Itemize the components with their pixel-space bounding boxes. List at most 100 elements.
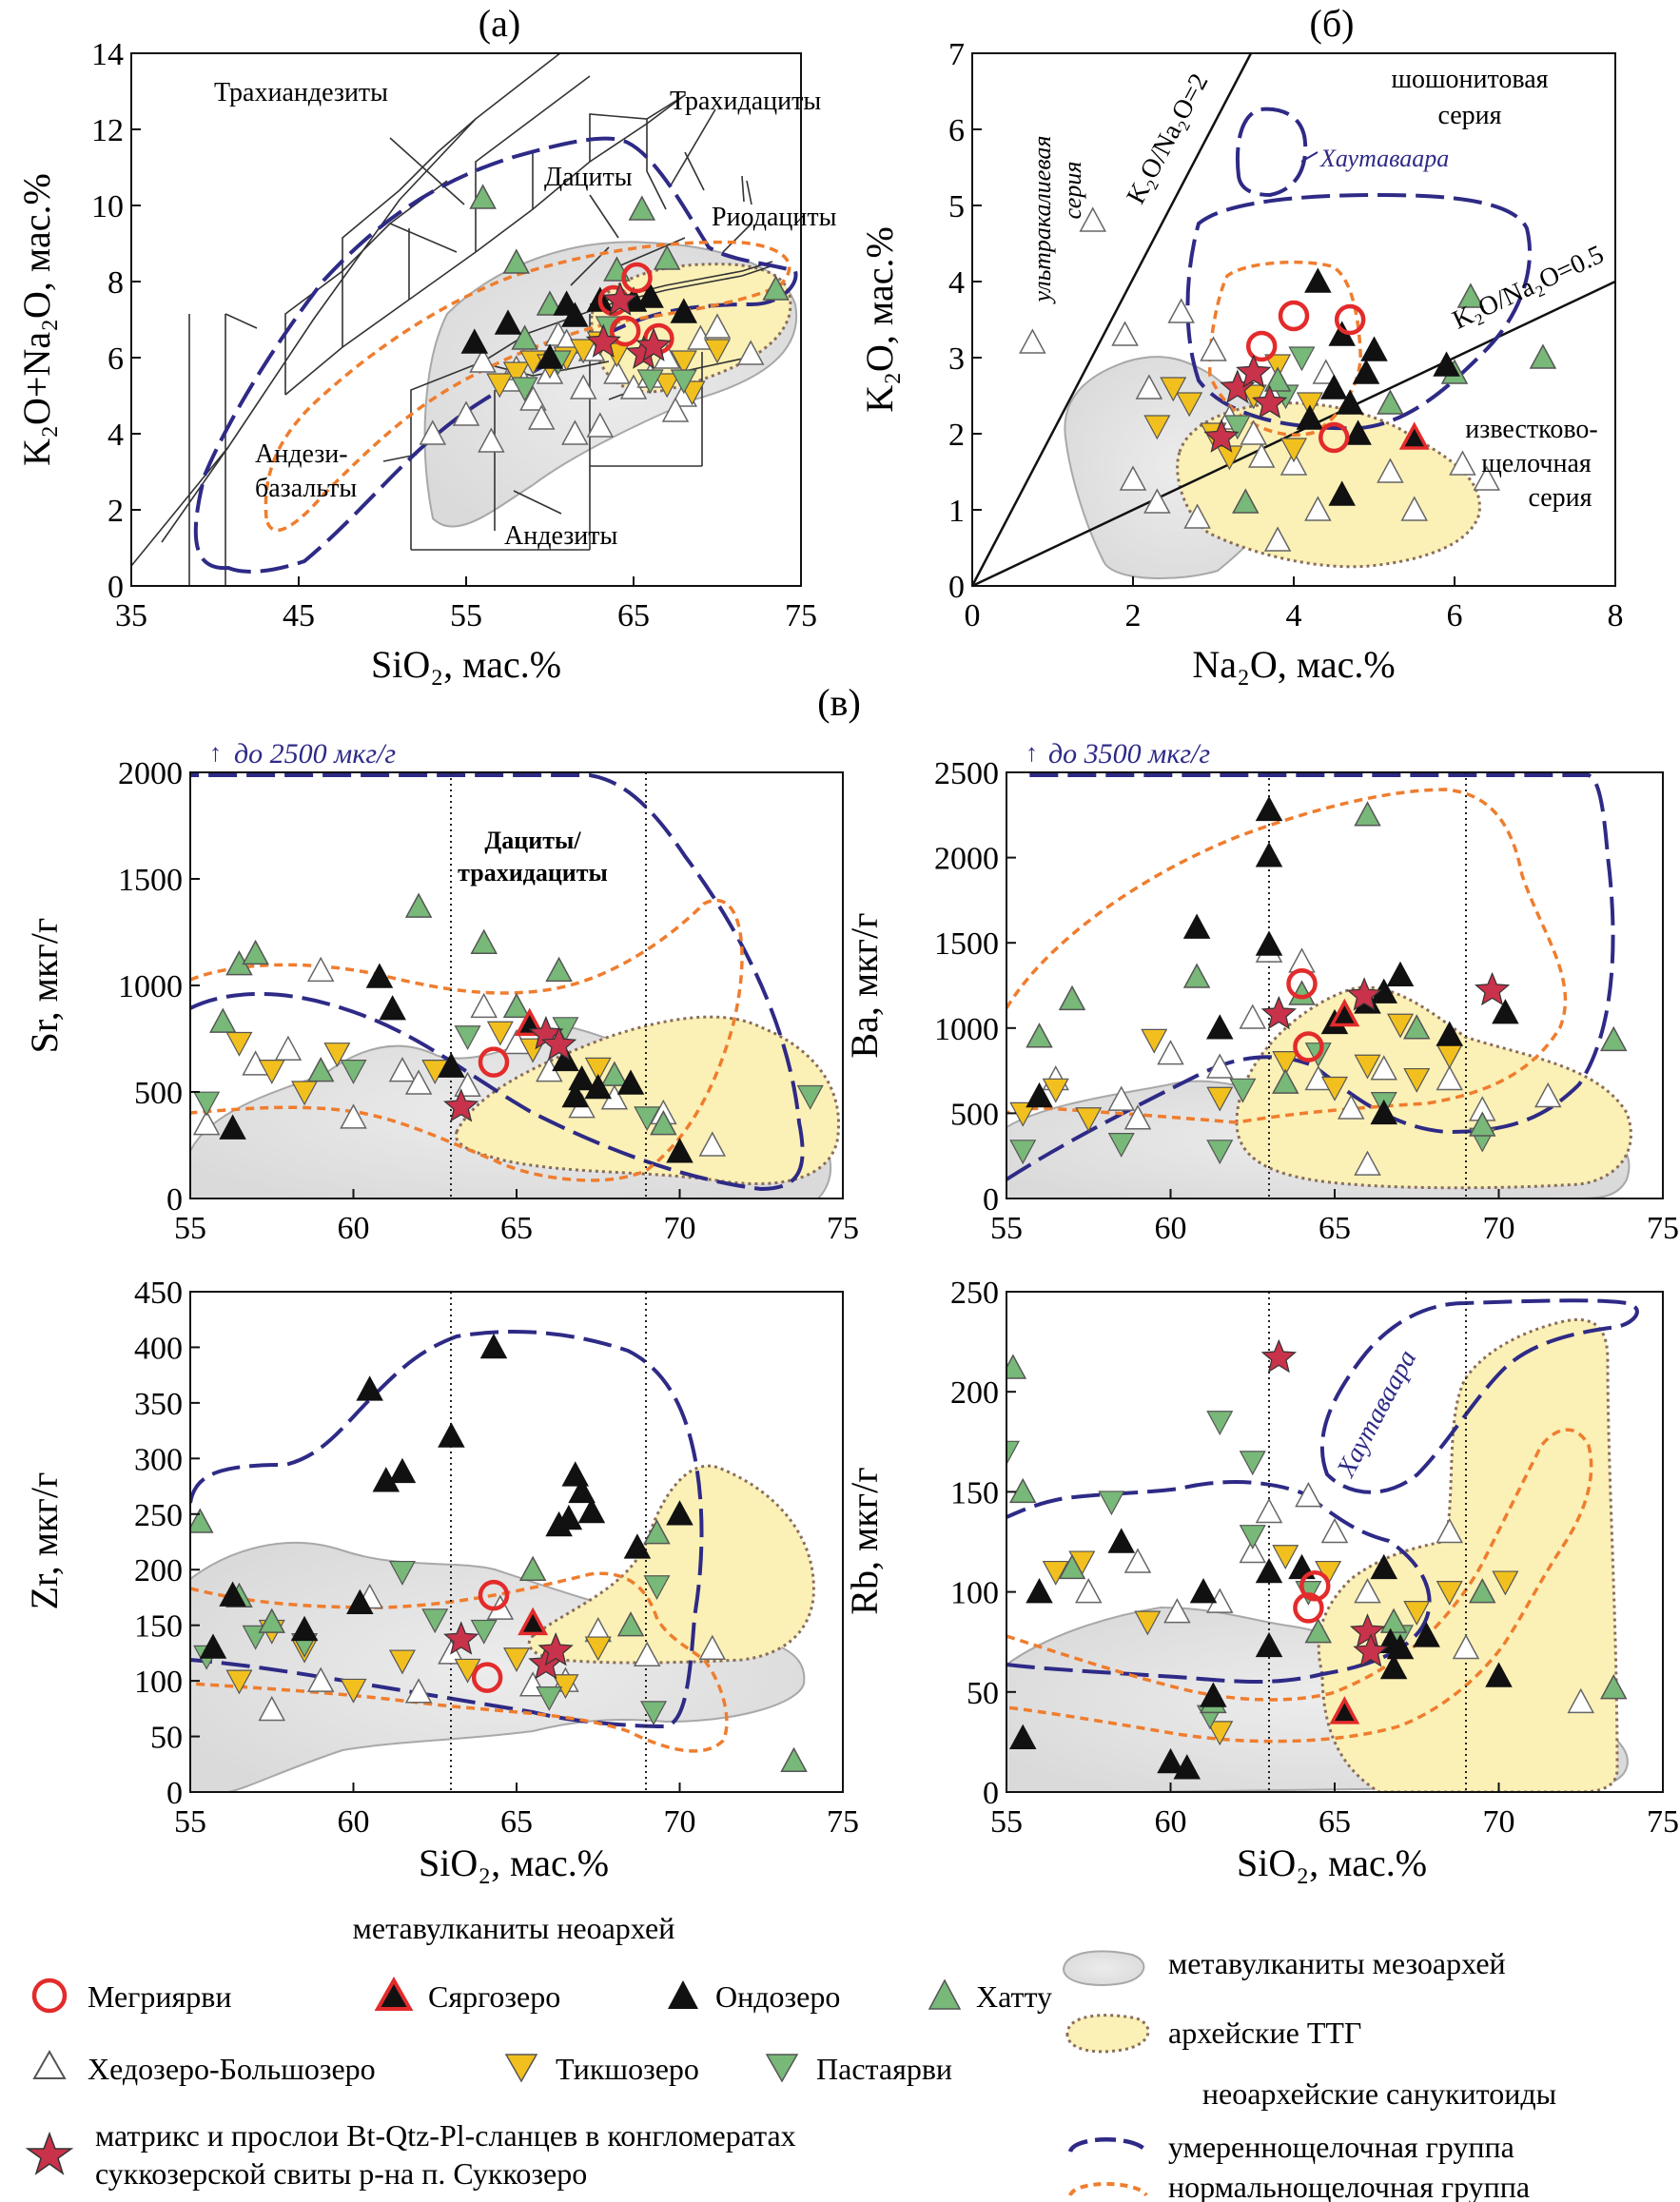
data-point-star [1349,1613,1386,1647]
y-tick-label: 8 [107,265,124,301]
data-point-hattu [1354,801,1381,827]
ratio-line-2 [972,53,1253,586]
data-point-tiksh [1296,392,1323,418]
data-point-ondo [636,283,664,308]
data-point-hedo [340,1103,367,1129]
data-point-ondo [1255,930,1283,956]
y-tick-label: 200 [950,1375,999,1411]
legend-label-pasta: Пастаярви [816,2052,952,2086]
x-tick-label: 70 [1483,1211,1515,1246]
legend-label-normal: нормальнощелочная группа [1168,2170,1530,2202]
data-point-tiksh [703,339,732,364]
data-point-hedo [404,1069,433,1095]
data-point-tiksh [486,1021,514,1046]
data-point-megri [1245,330,1278,362]
points-zr [190,1333,808,1773]
data-point-pasta [636,369,664,395]
data-point-hattu [1058,984,1086,1011]
legend-label-star-line2: суккозерской свиты р-на п. Суккозеро [95,2156,587,2191]
data-point-hedo [1255,1497,1283,1524]
data-point-hedo [1239,1537,1267,1564]
data-point-ondo [1319,374,1348,399]
x-tick-label: 65 [500,1211,533,1246]
data-point-megri [478,1046,510,1078]
data-point-tiksh [1403,1067,1431,1093]
data-point-ondo [577,1497,606,1524]
annotation-arrows-a [382,108,752,515]
anno-andesibasalts-2: базальты [255,474,357,503]
data-point-ondo [379,995,406,1021]
data-point-ondo [290,1615,319,1642]
x-tick-label: 65 [1319,1804,1351,1840]
data-point-star [1251,384,1288,419]
anno-trachydacites: Трахидациты [670,87,821,116]
ttg-field-rb [1317,1317,1619,1792]
data-point-ondo [1485,1662,1513,1687]
data-point-hedo [306,956,335,983]
y-tick-label: 250 [134,1498,183,1533]
xlabel-a: SiO₂, мас.% [371,643,561,686]
y-tick-label: 500 [134,1076,183,1111]
data-point-hattu [643,1519,671,1545]
hautavaara-field [1235,107,1308,198]
data-point-hattu [190,1508,214,1533]
y-tick-label: 2 [948,418,965,453]
data-point-hedo [478,427,505,453]
data-point-ondo [1336,389,1364,415]
data-point-megri [609,315,641,347]
data-point-hedo [1436,1064,1464,1091]
data-point-tiksh [1492,1570,1519,1596]
x-tick-label: 70 [664,1211,696,1246]
data-point-tiksh [1206,1721,1234,1746]
data-point-hattu [1529,343,1557,369]
data-point-pasta [1206,1140,1234,1165]
legend-marker-star [25,2131,74,2175]
data-point-ondo [1304,267,1332,293]
data-point-ondo [1107,1528,1136,1553]
y-tick-label: 0 [948,570,965,605]
data-point-ondo [1296,404,1324,430]
data-point-star [1474,971,1511,1006]
data-point-star [1260,995,1298,1030]
data-point-hattu [1599,1674,1628,1700]
y-tick-label: 1000 [118,969,183,1004]
ticks-rb: 55 60 65 70 75 0 50 100 150 200 250 [950,1276,1679,1840]
y-tick-label: 200 [134,1553,183,1588]
data-point-star [443,1621,479,1655]
anno-hautavaara-rb: Хаутаваара [1331,1345,1422,1482]
data-point-tiksh [323,1043,351,1067]
data-point-pasta [1239,1451,1266,1476]
data-point-ondo [1008,1724,1037,1749]
y-tick-label: 2000 [934,842,999,877]
panel-b: (б) 0 2 4 6 8 0 1 2 3 4 5 6 7 ультракалиевая серия K… [858,2,1624,686]
x-tick-label: 45 [283,598,315,633]
data-point-star [1203,419,1240,453]
sanuk-moderate-ba [1006,773,1615,1181]
legend-marker-pasta [765,2054,799,2083]
x-tick-label: 70 [664,1804,696,1840]
panel-zr: 55 60 65 70 75 0 50 100 150 200 250 300 350 400 450 Si… [23,1276,859,1884]
data-point-tiksh [1134,1610,1162,1636]
y-tick-label: 1500 [934,926,999,962]
data-point-megri [1293,1592,1324,1624]
data-point-hedo [1247,442,1276,468]
data-point-tiksh [670,350,697,376]
ttg-field-sr [454,1015,840,1186]
data-point-hedo [698,1634,727,1660]
ylabel-b: K₂O, мас.% [858,226,901,413]
arrow-up-sr: ↑ [209,739,222,767]
panel-a: (а) [15,2,837,686]
data-point-megri [1293,1031,1324,1062]
data-point-ondo [460,328,489,354]
y-tick-label: 2000 [118,756,183,791]
anno-rhyodacites: Риодациты [712,203,837,232]
data-point-syrg [1329,998,1360,1027]
data-point-pasta [1006,1440,1021,1466]
ticks-zr: 55 60 65 70 75 0 50 100 150 200 250 300 350 400 450 [134,1276,859,1840]
sanuk-normal-sr [190,898,744,1182]
legend-neoarchean-header: метавулканиты неоархей [353,1911,675,1945]
data-point-ondo [1379,1653,1408,1680]
sanuk-normal-a [264,240,791,533]
data-point-hedo [470,992,498,1019]
data-point-ondo [552,1045,579,1072]
